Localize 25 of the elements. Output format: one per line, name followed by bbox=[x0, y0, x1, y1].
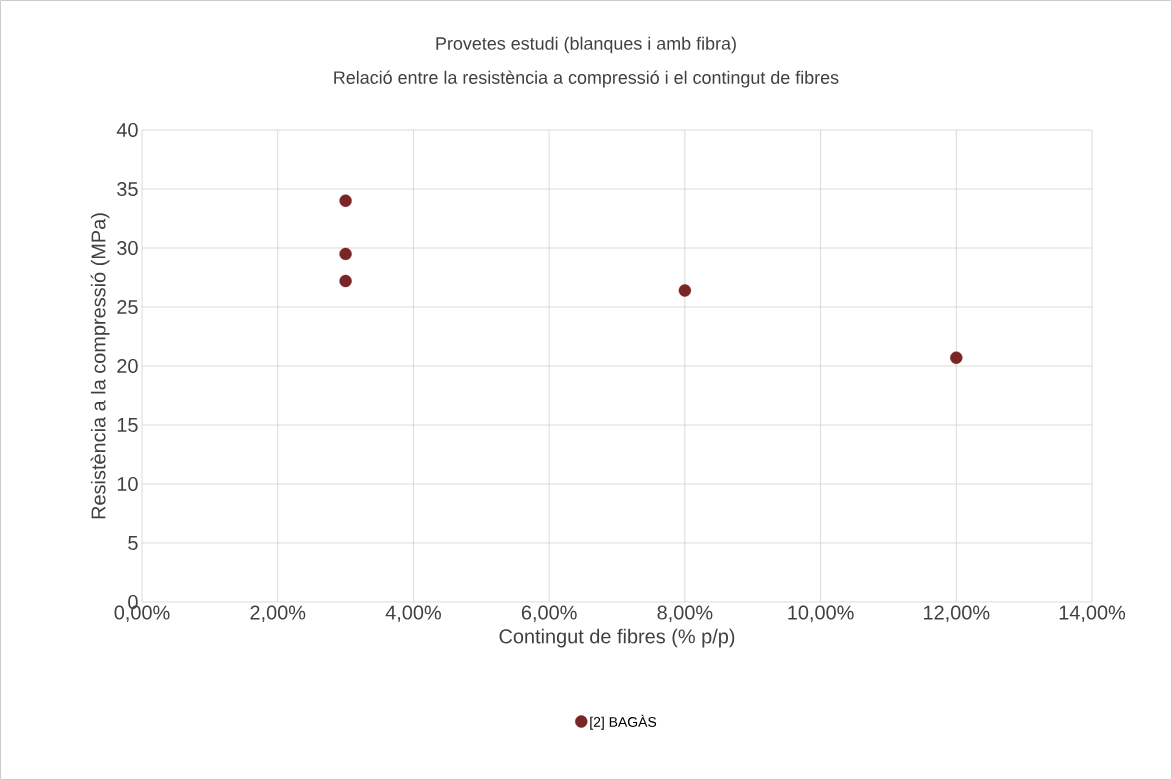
point bbox=[339, 274, 352, 288]
legend-label: [2] BAGÀS bbox=[590, 714, 657, 730]
y-tick-label: 30 bbox=[117, 240, 138, 256]
y-tick-label: 25 bbox=[117, 299, 138, 315]
point bbox=[950, 351, 963, 364]
x-tick-label: 14,00% bbox=[1059, 605, 1126, 622]
x-axis-title: Contingut de fibres (% p/p) bbox=[499, 628, 735, 648]
y-tick-label: 10 bbox=[117, 476, 138, 492]
y-tick-label: 5 bbox=[128, 536, 138, 550]
point bbox=[339, 247, 352, 261]
chart-title: Provetes estudi (blanques i amb fibra) bbox=[436, 36, 736, 54]
y-tick-label: 15 bbox=[117, 418, 138, 432]
x-tick-label: 6,00% bbox=[521, 605, 577, 622]
x-tick-label: 12,00% bbox=[924, 605, 990, 622]
y-axis-title: Resistència a la compressió (MPa) bbox=[90, 213, 110, 519]
y-tick-label: 20 bbox=[117, 358, 138, 374]
x-tick-label: 2,00% bbox=[250, 605, 306, 622]
x-tick-label: 10,00% bbox=[788, 605, 854, 622]
y-tick-label: 40 bbox=[116, 122, 138, 138]
point bbox=[678, 284, 692, 297]
point bbox=[339, 194, 352, 207]
x-tick-label: 8,00% bbox=[657, 605, 713, 622]
chart-subtitle: Relació entre la resistència a compressió i el contingut de fibres bbox=[334, 70, 839, 88]
y-tick-label: 35 bbox=[117, 181, 138, 197]
x-tick-label: 4,00% bbox=[385, 605, 441, 622]
